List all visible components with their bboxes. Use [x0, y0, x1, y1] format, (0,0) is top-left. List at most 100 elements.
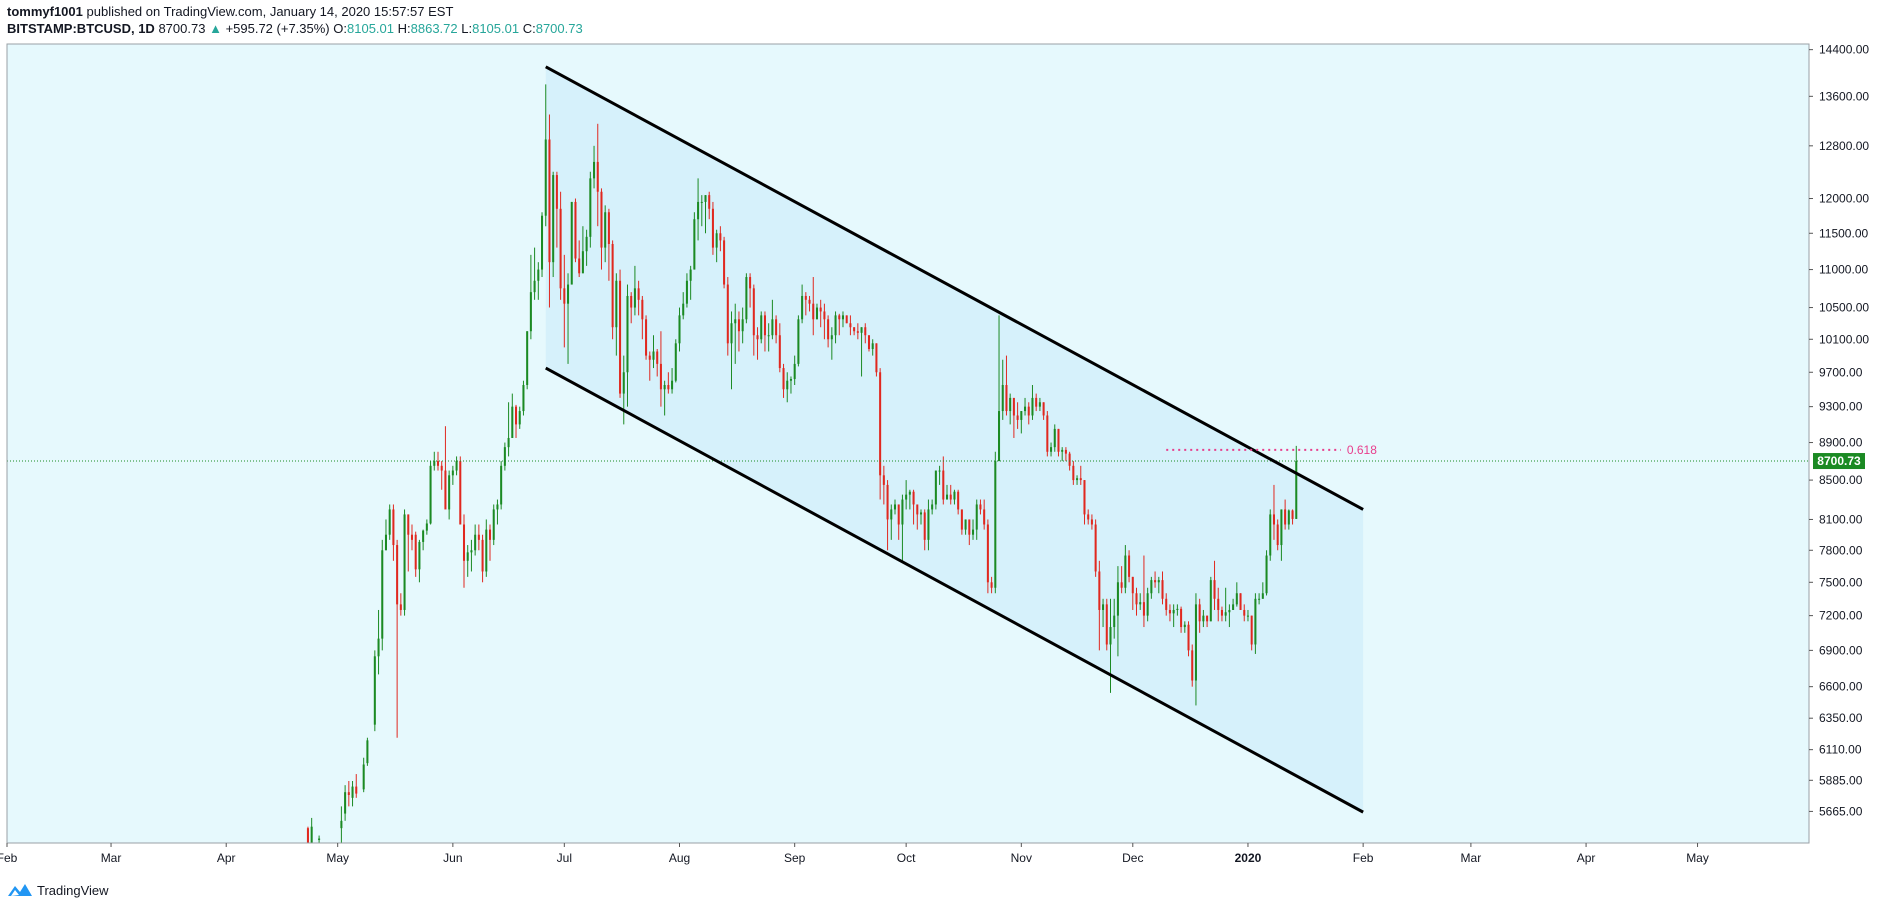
- candle-body: [1142, 602, 1145, 616]
- candle-body: [923, 512, 926, 540]
- candle-body: [1161, 580, 1164, 599]
- candle: [786, 372, 789, 403]
- y-axis[interactable]: 14400.00 13600.00 12800.00 12000.00 11500.00…: [1809, 43, 1869, 819]
- candle: [871, 339, 874, 356]
- y-tick-label: 6600.00: [1819, 680, 1863, 694]
- candle: [418, 539, 421, 583]
- candle-body: [1009, 397, 1012, 412]
- candle: [763, 311, 766, 352]
- candle-body: [823, 311, 826, 320]
- candle: [552, 171, 555, 278]
- candle: [366, 737, 369, 766]
- candle-body: [1191, 650, 1194, 681]
- candle-body: [470, 550, 473, 553]
- candle: [1265, 550, 1268, 596]
- candle: [1057, 428, 1060, 457]
- candle: [1038, 397, 1041, 412]
- candle-body: [585, 236, 588, 252]
- candle: [318, 835, 321, 843]
- candle: [574, 198, 577, 263]
- candle: [344, 785, 347, 821]
- candle-body: [763, 315, 766, 336]
- candle: [934, 470, 937, 510]
- channel-lower-line[interactable]: [545, 366, 1364, 814]
- candle: [1031, 384, 1034, 420]
- candle-body: [1072, 465, 1075, 481]
- candle: [752, 284, 755, 356]
- candle-body: [570, 201, 573, 285]
- candle-body: [648, 355, 651, 360]
- candle-body: [403, 514, 406, 610]
- candle: [1168, 604, 1171, 622]
- candle: [422, 529, 425, 551]
- candle: [529, 254, 532, 340]
- candle-body: [1064, 449, 1067, 454]
- candle-body: [1083, 480, 1086, 515]
- candle-body: [737, 319, 740, 332]
- candle: [533, 247, 536, 300]
- candle-body: [905, 494, 908, 500]
- candle: [745, 273, 748, 324]
- candle: [589, 171, 592, 248]
- candle: [801, 284, 804, 324]
- candle-body: [871, 343, 874, 350]
- candle-body: [1235, 593, 1238, 605]
- candle-body: [600, 191, 603, 248]
- candle-body: [867, 335, 871, 350]
- candle-body: [994, 461, 997, 588]
- candle-body: [1246, 615, 1249, 617]
- candle-body: [388, 509, 391, 535]
- candle: [812, 277, 815, 336]
- candle: [1198, 598, 1201, 633]
- candle-body: [1131, 576, 1134, 594]
- candle-body: [1076, 478, 1079, 481]
- candle-body: [971, 529, 975, 535]
- candle: [1050, 442, 1053, 457]
- candle-body: [1098, 571, 1101, 610]
- open-label: O:: [333, 21, 347, 36]
- candle: [347, 780, 350, 807]
- candle: [1116, 566, 1119, 657]
- candle: [429, 461, 432, 525]
- candle-body: [838, 315, 841, 320]
- x-tick-label: Aug: [669, 851, 690, 865]
- author-name[interactable]: tommyf1001: [7, 4, 83, 19]
- candle-body: [596, 161, 599, 192]
- x-tick-label: Oct: [897, 851, 916, 865]
- channel-upper-line[interactable]: [545, 65, 1364, 511]
- y-tick-label: 12800.00: [1819, 139, 1869, 153]
- candle-body: [749, 277, 752, 289]
- candle-body: [693, 219, 696, 270]
- candle-body: [1146, 593, 1149, 616]
- candle-body: [637, 288, 640, 300]
- candle-body: [496, 504, 499, 510]
- candle: [1109, 598, 1112, 693]
- candle: [734, 303, 737, 364]
- candle-body: [864, 327, 867, 336]
- candle: [901, 494, 904, 561]
- candle-body: [979, 504, 982, 510]
- footer-brand[interactable]: TradingView: [7, 882, 109, 898]
- candle: [596, 123, 599, 227]
- candle-body: [752, 288, 755, 336]
- candle: [804, 292, 807, 316]
- candle-body: [1243, 609, 1246, 616]
- candle-body: [552, 175, 555, 263]
- x-axis[interactable]: Feb Mar Apr May Jun Jul Aug Sep Oct Nov Dec 2020 Feb…: [0, 843, 1709, 865]
- y-tick-label: 11500.00: [1819, 226, 1868, 240]
- candle: [700, 195, 703, 227]
- candle: [1161, 571, 1164, 605]
- y-tick-label: 13600.00: [1819, 89, 1869, 103]
- candle: [1098, 560, 1101, 651]
- candle-body: [1213, 580, 1216, 599]
- candle: [845, 315, 848, 324]
- low-label: L:: [461, 21, 473, 36]
- candle-body: [919, 512, 923, 515]
- candle: [600, 188, 603, 270]
- candle: [1124, 545, 1127, 594]
- up-arrow-icon: ▲: [209, 21, 222, 36]
- candle-body: [306, 828, 309, 843]
- candle-body: [998, 411, 1001, 462]
- candle-body: [1176, 608, 1179, 610]
